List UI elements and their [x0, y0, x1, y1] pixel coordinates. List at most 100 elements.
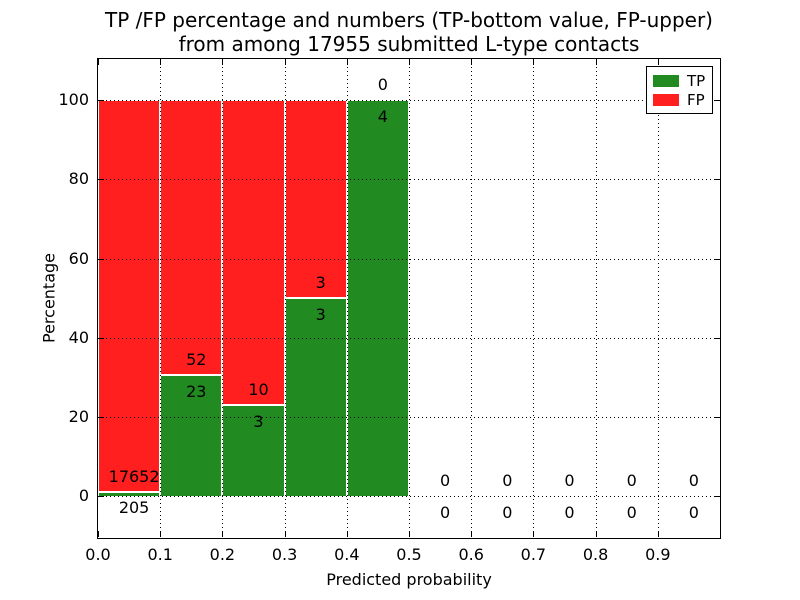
gridline-horizontal: [98, 179, 720, 181]
x-tick-mark-top: [98, 59, 99, 65]
x-tick-mark: [346, 531, 348, 537]
tp-count-label: 0: [440, 503, 451, 523]
x-tick-mark-top: [346, 59, 348, 65]
x-tick-mark-top: [160, 59, 162, 65]
legend-label-fp: FP: [687, 90, 705, 109]
x-tick-mark: [595, 531, 597, 537]
chart-title-line1: TP /FP percentage and numbers (TP-bottom…: [105, 8, 713, 32]
y-tick-mark-right: [714, 100, 720, 102]
fp-count-label: 0: [626, 471, 637, 491]
fp-count-label: 3: [315, 273, 326, 293]
bar-tp-segment: [98, 491, 161, 497]
gridline-horizontal: [98, 100, 720, 102]
tp-count-label: 3: [253, 411, 264, 431]
x-tick-mark-top: [595, 59, 597, 65]
chart-title-line2: from among 17955 submitted L-type contac…: [178, 32, 640, 56]
bar-tp-segment: [222, 404, 285, 497]
x-tick-mark: [533, 531, 535, 537]
gridline-vertical: [657, 59, 659, 537]
y-tick-label: 80: [68, 169, 89, 189]
y-tick-mark-right: [714, 258, 720, 260]
x-tick-mark-top: [657, 59, 659, 65]
bar-fp-segment: [98, 100, 161, 492]
y-tick-label: 60: [68, 248, 89, 268]
y-tick-label: 40: [68, 327, 89, 347]
y-tick-label: 0: [78, 486, 89, 506]
y-tick-mark: [98, 496, 104, 498]
gridline-vertical: [533, 59, 535, 537]
legend-box: TP FP: [646, 66, 713, 114]
x-tick-mark: [471, 531, 473, 537]
x-tick-mark-top: [409, 59, 410, 65]
y-tick-mark-right: [714, 417, 720, 418]
x-tick-label: 0.0: [85, 545, 111, 564]
fp-count-label: 0: [377, 75, 388, 95]
gridline-horizontal: [98, 417, 720, 418]
x-tick-label: 0.5: [396, 545, 422, 564]
x-tick-mark: [98, 531, 99, 537]
legend-swatch-tp: [653, 74, 679, 87]
y-tick-mark: [98, 100, 104, 102]
gridline-vertical: [284, 59, 286, 537]
y-tick-mark: [98, 337, 104, 339]
tp-count-label: 0: [502, 503, 513, 523]
fp-count-label: 0: [564, 471, 575, 491]
tp-count-label: 3: [315, 305, 326, 325]
legend-entry-fp: FP: [653, 90, 706, 109]
tp-count-label: 4: [377, 107, 388, 127]
x-tick-mark-top: [222, 59, 224, 65]
x-tick-label: 0.8: [582, 545, 609, 564]
fp-count-label: 0: [440, 471, 451, 491]
x-tick-label: 0.6: [458, 545, 484, 564]
gridline-horizontal: [98, 496, 720, 498]
tp-count-label: 0: [688, 503, 699, 523]
gridline-vertical: [409, 59, 410, 537]
tp-count-label: 23: [186, 381, 207, 401]
x-tick-mark-top: [533, 59, 535, 65]
x-tick-mark-top: [471, 59, 473, 65]
legend-entry-tp: TP: [653, 71, 706, 90]
x-tick-label: 0.3: [271, 545, 298, 564]
y-tick-mark: [98, 258, 104, 260]
y-tick-mark-right: [714, 496, 720, 498]
x-tick-mark-top: [284, 59, 286, 65]
x-tick-label: 0.2: [209, 545, 236, 564]
x-tick-label: 0.4: [334, 545, 360, 564]
y-tick-mark: [98, 417, 104, 418]
gridline-horizontal: [98, 258, 720, 260]
y-tick-label: 20: [68, 407, 89, 426]
x-tick-mark: [160, 531, 162, 537]
x-tick-label: 0.9: [645, 545, 671, 564]
bar-fp-segment: [284, 100, 347, 299]
plot-inner: Percentage Predicted probability TP FP 0.…: [40, 59, 720, 589]
gridline-horizontal: [98, 337, 720, 339]
x-tick-mark: [409, 531, 410, 537]
x-tick-label: 0.7: [520, 545, 547, 564]
fp-count-label: 52: [186, 349, 207, 369]
legend-swatch-fp: [653, 93, 679, 106]
tp-count-label: 205: [118, 498, 150, 518]
gridline-vertical: [160, 59, 162, 537]
gridline-vertical: [222, 59, 224, 537]
fp-count-label: 0: [688, 471, 699, 491]
bar-fp-segment: [222, 100, 285, 405]
y-tick-mark-right: [714, 179, 720, 181]
gridline-vertical: [471, 59, 473, 537]
y-axis-label: Percentage: [39, 253, 59, 344]
x-axis-label: Predicted probability: [326, 570, 492, 589]
gridline-vertical: [346, 59, 348, 537]
bar-fp-segment: [160, 100, 223, 375]
y-tick-mark-right: [714, 337, 720, 339]
gridline-vertical: [595, 59, 597, 537]
fp-count-label: 17652: [108, 466, 160, 486]
plot-area: Percentage Predicted probability TP FP 0.…: [40, 58, 721, 589]
tp-count-label: 0: [626, 503, 637, 523]
x-tick-mark: [657, 531, 659, 537]
x-tick-mark: [222, 531, 224, 537]
legend-label-tp: TP: [687, 71, 706, 90]
x-tick-mark: [284, 531, 286, 537]
y-tick-mark: [98, 179, 104, 181]
x-tick-label: 0.1: [147, 545, 173, 564]
bar-tp-segment: [284, 298, 347, 497]
